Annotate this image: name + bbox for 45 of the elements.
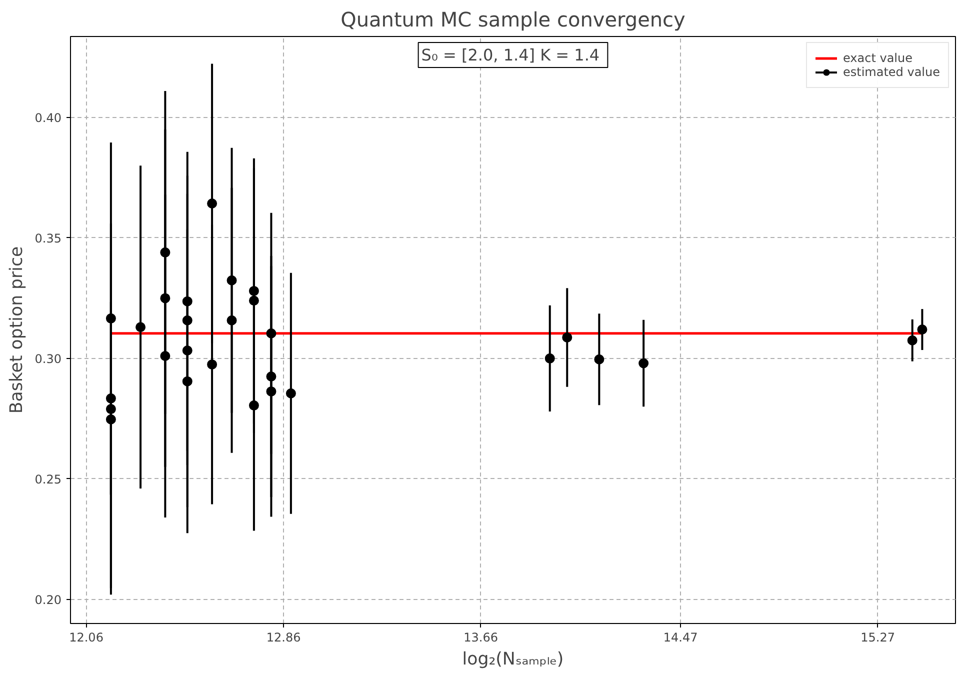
x-tick-label: 14.47	[663, 630, 698, 644]
point	[182, 376, 192, 386]
legend-label: estimated value	[842, 65, 940, 79]
point	[248, 286, 259, 296]
point	[562, 332, 572, 342]
x-tick-label: 15.27	[860, 630, 896, 644]
point	[106, 414, 116, 424]
y-tick-label: 0.20	[34, 592, 62, 607]
point	[207, 198, 218, 208]
point	[917, 324, 928, 335]
y-tick-label: 0.35	[34, 231, 62, 246]
point	[544, 353, 555, 364]
x-tick-label: 12.86	[266, 630, 301, 644]
point	[907, 335, 918, 346]
legend-label: exact value	[842, 51, 913, 65]
point	[182, 345, 192, 356]
point	[286, 388, 296, 398]
point	[266, 386, 276, 396]
y-tick-label: 0.30	[34, 352, 62, 366]
chart-title: Quantum MC sample convergency	[340, 8, 686, 32]
point	[207, 359, 218, 370]
point	[160, 351, 170, 362]
point	[248, 296, 259, 306]
point	[106, 404, 116, 414]
point	[106, 313, 116, 324]
x-tick-label: 12.06	[69, 630, 104, 644]
point	[160, 247, 170, 258]
y-tick-label: 0.40	[34, 110, 62, 125]
x-axis-title: log₂(Nₛₐₘₚₗₑ)	[462, 650, 564, 670]
point	[226, 315, 237, 326]
point	[266, 372, 276, 382]
annotation: S₀ = [2.0, 1.4] K = 1.4	[421, 46, 600, 64]
point	[106, 393, 116, 404]
y-axis-title: Basket option price	[6, 246, 27, 414]
point	[226, 275, 237, 286]
x-tick-label: 13.66	[464, 630, 498, 644]
point	[248, 400, 259, 410]
point	[136, 322, 146, 332]
point	[594, 354, 604, 364]
point	[160, 293, 170, 304]
point	[182, 296, 192, 306]
point	[266, 328, 276, 338]
point	[182, 315, 192, 326]
y-tick-label: 0.25	[34, 472, 62, 486]
point	[638, 358, 649, 368]
